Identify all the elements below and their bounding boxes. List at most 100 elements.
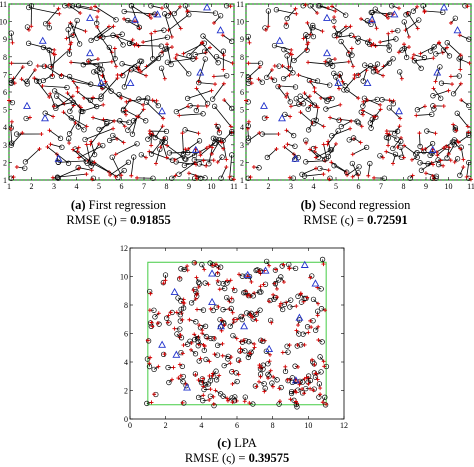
y-tick-label: 5: [3, 106, 7, 115]
estimated-position: [341, 87, 347, 93]
anchor-node: [208, 297, 216, 305]
estimated-position: [312, 374, 319, 380]
true-position: [337, 86, 342, 91]
estimated-position: [229, 129, 235, 135]
true-position: [328, 95, 333, 100]
estimated-position: [222, 285, 228, 292]
estimated-position: [429, 111, 435, 118]
true-position: [115, 72, 120, 77]
true-position: [409, 157, 414, 162]
estimated-position: [162, 272, 169, 278]
estimated-position: [66, 136, 72, 142]
estimated-position: [344, 169, 350, 175]
error-line: [183, 42, 205, 55]
estimated-position: [201, 48, 208, 54]
x-tick-label: 8: [271, 421, 275, 430]
true-position: [343, 24, 348, 29]
estimated-position: [136, 24, 142, 30]
error-line: [119, 120, 126, 127]
true-position: [231, 286, 236, 291]
true-position: [183, 147, 188, 152]
anchor-node: [295, 313, 304, 321]
true-position: [308, 386, 313, 391]
estimated-position: [196, 161, 202, 167]
error-line: [216, 56, 233, 64]
x-tick-label: 6: [120, 182, 124, 191]
true-position: [177, 275, 182, 280]
true-position: [221, 81, 226, 86]
true-position: [318, 392, 323, 397]
true-position: [172, 157, 177, 162]
estimated-position: [210, 135, 217, 141]
true-position: [293, 6, 298, 11]
estimated-position: [206, 161, 212, 167]
estimated-position: [70, 32, 76, 38]
true-position: [252, 341, 257, 346]
estimated-position: [362, 62, 368, 68]
anchor-node: [363, 78, 372, 87]
error-line: [279, 85, 296, 88]
estimated-position: [420, 3, 426, 9]
error-line: [42, 85, 68, 88]
estimated-position: [86, 58, 92, 64]
true-position: [322, 364, 327, 369]
estimated-position: [317, 3, 323, 9]
true-position: [458, 146, 463, 151]
true-position: [350, 152, 355, 157]
estimated-position: [373, 114, 379, 120]
x-tick-label: 9: [424, 182, 428, 191]
metric-c: RMSE (ς) = 0.39575: [100, 451, 374, 465]
true-position: [20, 65, 25, 70]
true-position: [435, 153, 440, 158]
true-position: [241, 338, 246, 343]
error-line: [124, 70, 130, 87]
true-position: [321, 359, 326, 364]
true-position: [124, 112, 129, 117]
estimated-position: [158, 51, 164, 58]
estimated-position: [365, 39, 371, 45]
true-position: [165, 42, 170, 47]
estimated-position: [303, 159, 309, 165]
estimated-position: [287, 99, 293, 105]
estimated-position: [292, 143, 298, 149]
estimated-position: [155, 55, 162, 62]
caption-text: Second regression: [319, 198, 411, 212]
true-position: [215, 278, 220, 283]
error-line: [188, 172, 206, 179]
error-line: [330, 61, 349, 65]
true-position: [273, 267, 278, 272]
true-position: [348, 24, 353, 29]
estimated-position: [198, 380, 205, 386]
error-line: [208, 147, 213, 164]
true-position: [70, 94, 75, 99]
estimated-position: [24, 24, 31, 30]
estimated-position: [239, 273, 246, 279]
estimated-position: [27, 60, 33, 66]
estimated-position: [64, 84, 70, 91]
y-tick-label: 1: [240, 176, 244, 185]
estimated-position: [265, 8, 272, 14]
true-position: [130, 37, 135, 42]
true-position: [458, 53, 463, 58]
error-line: [214, 106, 232, 127]
estimated-position: [165, 364, 171, 371]
estimated-position: [327, 175, 333, 181]
estimated-position: [260, 338, 266, 345]
error-line: [386, 151, 402, 158]
anchor-node: [265, 344, 274, 353]
error-line: [446, 42, 462, 56]
estimated-position: [161, 27, 167, 33]
error-line: [198, 58, 206, 82]
true-position: [220, 353, 225, 358]
estimated-position: [131, 154, 137, 160]
true-position: [65, 91, 70, 96]
error-line: [57, 167, 80, 178]
error-line: [362, 70, 367, 82]
estimated-position: [224, 294, 230, 301]
error-line: [333, 26, 339, 34]
true-position: [465, 124, 470, 129]
error-line: [138, 61, 142, 70]
estimated-position: [211, 103, 218, 109]
estimated-position: [386, 43, 392, 49]
